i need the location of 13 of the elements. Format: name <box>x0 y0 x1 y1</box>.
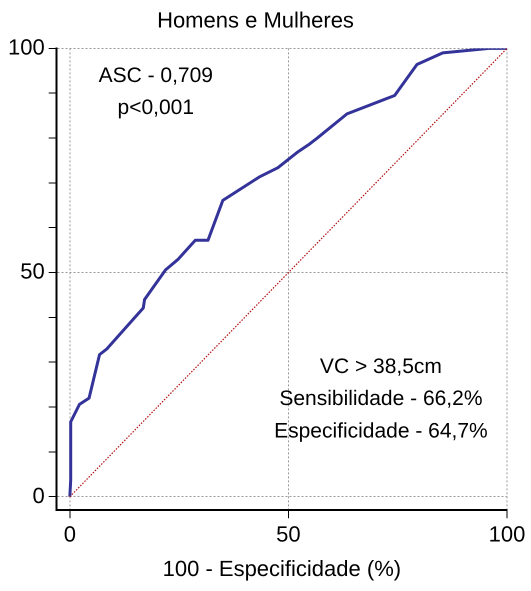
annotation: VC > 38,5cm <box>320 354 442 378</box>
x-tick-label: 50 <box>276 521 301 546</box>
annotation: p<0,001 <box>118 96 194 120</box>
chart-title: Homens e Mulheres <box>157 7 354 32</box>
y-tick-label: 100 <box>8 34 45 60</box>
annotation: ASC - 0,709 <box>98 64 213 87</box>
x-tick-label: 100 <box>488 521 526 546</box>
annotation: Sensibilidade - 66,2% <box>279 387 482 410</box>
y-tick-label: 0 <box>32 482 45 508</box>
annotation: Especificidade - 64,7% <box>274 419 488 442</box>
x-axis-title: 100 - Especificidade (%) <box>162 556 402 581</box>
y-tick-label: 50 <box>20 258 45 284</box>
x-tick-label: 0 <box>64 521 76 546</box>
